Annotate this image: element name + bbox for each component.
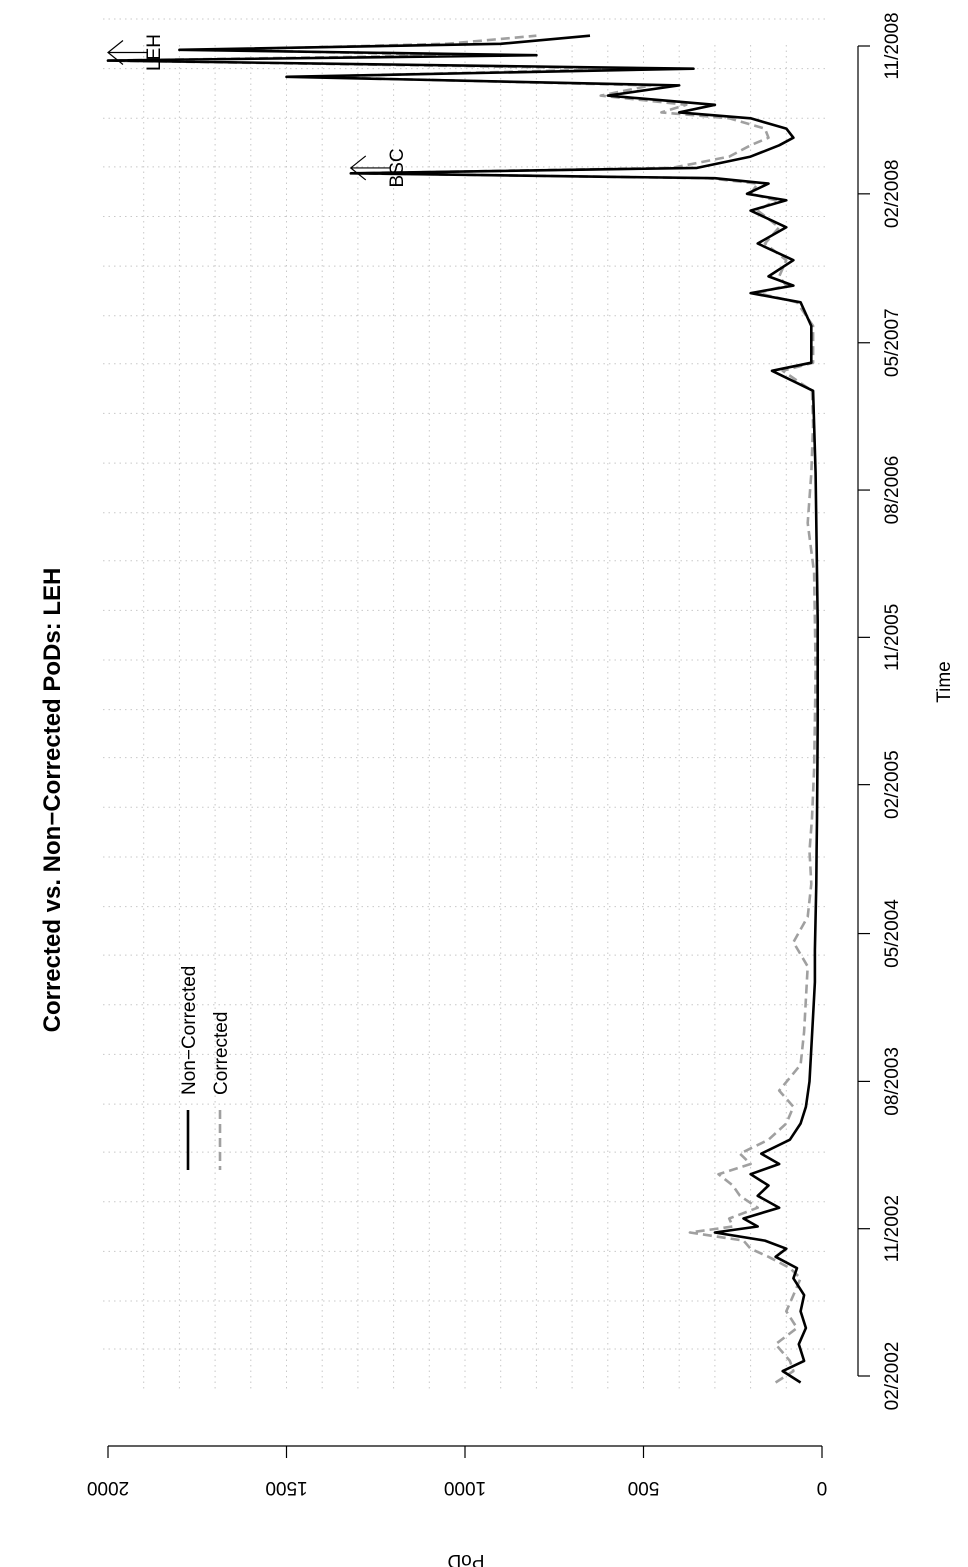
annotation-arrow <box>107 40 148 65</box>
annotation-bsc: BSC <box>349 148 408 187</box>
time-tick-label: 05/2007 <box>882 308 903 377</box>
time-tick-label: 02/2008 <box>882 159 903 228</box>
pod-tick-label: 1500 <box>265 1477 307 1498</box>
legend: Non−Corrected Corrected <box>179 966 232 1170</box>
grid <box>103 18 827 1390</box>
annotation-arrow <box>349 155 391 181</box>
time-tick-label: 02/2005 <box>882 750 903 819</box>
axes <box>108 46 859 1447</box>
series-line-non-corrected <box>106 34 819 1384</box>
time-tick-label: 08/2003 <box>882 1047 903 1116</box>
legend-label: Non−Corrected <box>179 966 200 1095</box>
series-line-corrected <box>106 34 817 1384</box>
x-axis-title: Time <box>934 661 955 703</box>
pod-tick-label: 1000 <box>444 1477 486 1498</box>
time-tick-label: 11/2005 <box>882 604 903 671</box>
pod-tick-label: 500 <box>628 1477 660 1498</box>
annotation-leh: LEH <box>107 34 165 71</box>
annotations: LEH BSC <box>107 34 408 187</box>
annotation-label: LEH <box>144 34 165 71</box>
time-tick-label: 08/2006 <box>882 456 903 525</box>
ticks: 0 500 1000 1500 2000 02/2002 11/2002 08/2003 05/… <box>87 12 903 1498</box>
pod-tick-label: 2000 <box>87 1477 129 1498</box>
legend-label: Corrected <box>211 1012 232 1095</box>
chart-title: Corrected vs. Non−Corrected PoDs: LEH <box>39 568 66 1033</box>
series-layer <box>106 34 819 1384</box>
time-tick-label: 02/2002 <box>882 1342 903 1411</box>
y-axis-title: PoD <box>448 1550 485 1567</box>
time-tick-label: 11/2008 <box>882 12 903 79</box>
time-tick-label: 11/2002 <box>882 1195 903 1262</box>
time-tick-label: 05/2004 <box>882 899 903 968</box>
pod-tick-label: 0 <box>817 1477 828 1498</box>
annotation-label: BSC <box>387 148 408 187</box>
